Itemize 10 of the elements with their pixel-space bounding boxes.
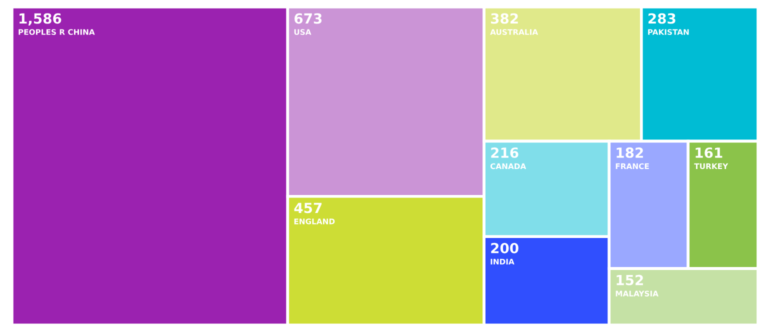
data-label: 161	[696, 147, 722, 158]
data-label: 283	[648, 13, 676, 24]
data-label: 457	[294, 202, 322, 214]
data-label: 152	[616, 274, 643, 286]
data-label: 200	[491, 242, 518, 254]
data-label: 182	[616, 147, 643, 158]
data-label: 216	[491, 147, 518, 158]
data-label: 673	[294, 13, 322, 24]
data-label: 382	[491, 13, 518, 24]
data-label: 1,586	[20, 13, 62, 26]
